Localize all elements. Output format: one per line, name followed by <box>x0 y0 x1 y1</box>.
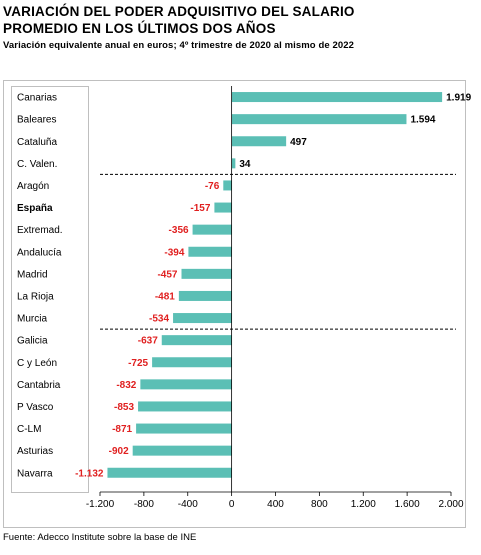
bar <box>140 379 232 390</box>
data-label: 1.594 <box>410 115 435 126</box>
category-label: C. Valen. <box>17 159 57 170</box>
data-label: -1.132 <box>75 468 104 479</box>
bar <box>181 268 232 279</box>
dividers-group <box>100 173 456 330</box>
x-tick-label: 0 <box>229 499 235 510</box>
bar <box>188 246 232 257</box>
category-label: P Vasco <box>17 402 54 413</box>
bar <box>231 158 236 169</box>
data-label: -853 <box>114 402 134 413</box>
x-tick-label: 800 <box>311 499 328 510</box>
category-label: Cataluña <box>17 137 57 148</box>
x-tick-label: -800 <box>134 499 154 510</box>
bar <box>136 423 232 434</box>
bar <box>223 180 232 191</box>
bar <box>107 467 232 478</box>
bar <box>173 313 232 324</box>
data-label: -457 <box>157 269 177 280</box>
category-label: Andalucía <box>17 247 62 258</box>
bar <box>161 335 232 346</box>
data-label: -534 <box>149 314 169 325</box>
x-tick-label: 1.200 <box>351 499 376 510</box>
title-line-1: VARIACIÓN DEL PODER ADQUISITIVO DEL SALA… <box>3 4 355 19</box>
category-label: Canarias <box>17 93 57 104</box>
category-label: Madrid <box>17 269 48 280</box>
chart-subtitle: Variación equivalente anual en euros; 4º… <box>3 40 355 51</box>
data-label: -481 <box>155 291 175 302</box>
bars-group <box>107 92 443 478</box>
data-label: 34 <box>239 159 251 170</box>
title-line-2: PROMEDIO EN LOS ÚLTIMOS DOS AÑOS <box>3 21 276 36</box>
category-label: La Rioja <box>17 291 54 302</box>
plot-frame <box>3 80 466 528</box>
chart-title: VARIACIÓN DEL PODER ADQUISITIVO DEL SALA… <box>3 3 473 37</box>
category-labels: Canarias Baleares Cataluña C. Valen. Aragón E… <box>17 93 63 480</box>
data-label: -394 <box>164 247 184 258</box>
category-label: Cantabria <box>17 380 61 391</box>
x-tick-label: -400 <box>178 499 198 510</box>
bar <box>152 357 232 368</box>
category-label: Murcia <box>17 314 47 325</box>
x-tick-label: 1.600 <box>395 499 420 510</box>
x-axis: -1.200 -800 -400 0 400 800 1.200 1.600 2.000 <box>86 86 464 510</box>
category-label: Baleares <box>17 115 56 126</box>
category-label-box <box>11 86 89 493</box>
category-label: C-LM <box>17 424 41 435</box>
data-label: -76 <box>205 181 220 192</box>
data-labels: 1.919 1.594 497 34 -76 -157-356 -394 -457 -481 -5… <box>75 93 471 480</box>
bar <box>231 114 407 125</box>
data-label: -902 <box>109 446 129 457</box>
bar <box>214 202 232 213</box>
data-label: -157 <box>190 203 210 214</box>
x-tick-label: 400 <box>267 499 284 510</box>
category-label: Asturias <box>17 446 53 457</box>
data-label: -871 <box>112 424 132 435</box>
category-label: Navarra <box>17 468 53 479</box>
bar <box>132 445 232 456</box>
data-label: 497 <box>290 137 307 148</box>
bar <box>231 92 443 103</box>
data-label: -725 <box>128 358 148 369</box>
data-label: -832 <box>116 380 136 391</box>
bar <box>178 290 232 301</box>
category-label: C y León <box>17 358 57 369</box>
bar <box>192 224 232 235</box>
bar <box>231 136 287 147</box>
category-label: Extremad. <box>17 225 63 236</box>
source-note: Fuente: Adecco Institute sobre la base d… <box>3 532 197 543</box>
data-label: 1.919 <box>446 93 471 104</box>
data-label: -637 <box>138 336 158 347</box>
bar <box>138 401 232 412</box>
category-label: Aragón <box>17 181 49 192</box>
category-label: España <box>17 203 53 214</box>
x-tick-label: 2.000 <box>438 499 463 510</box>
data-label: -356 <box>169 225 189 236</box>
category-label: Galicia <box>17 336 48 347</box>
x-tick-label: -1.200 <box>86 499 115 510</box>
